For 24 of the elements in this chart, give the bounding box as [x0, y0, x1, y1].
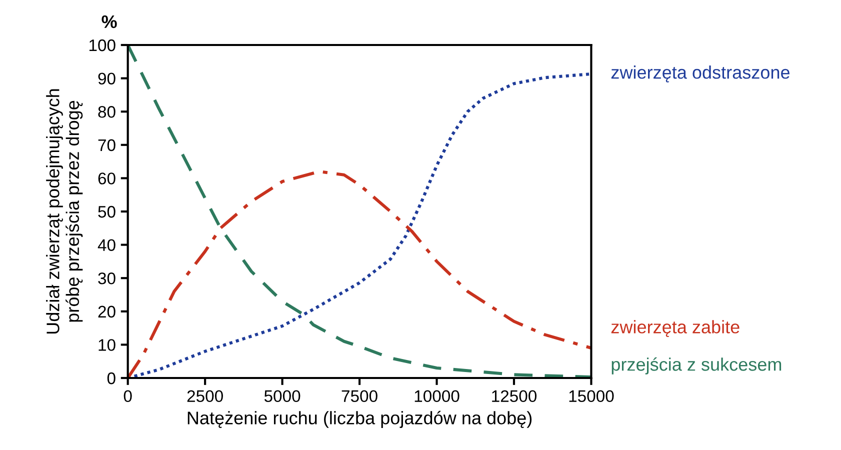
y-tick-label: 100 [89, 39, 116, 52]
series-label: przejścia z sukcesem [612, 357, 782, 374]
x-tick-label: 0 [124, 390, 132, 402]
x-tick-label: 12500 [492, 390, 537, 402]
text: % [102, 15, 117, 28]
y-tick-label: 80 [98, 106, 116, 118]
y-tick-label: 0 [107, 372, 116, 384]
y-tick-label: 40 [98, 239, 116, 252]
y-tick-label: 50 [98, 206, 116, 218]
y-tick-label: 20 [98, 306, 116, 318]
x-tick-label: 10000 [414, 390, 460, 402]
x-tick-label: 7500 [342, 390, 378, 402]
y-tick-label: 10 [98, 339, 116, 351]
y-tick-label: 60 [98, 172, 116, 184]
x-tick-label: 2500 [187, 390, 223, 402]
series-label: zwierzęta odstraszone [611, 66, 790, 82]
y-tick-label: 90 [98, 72, 116, 85]
y-tick-label: 70 [98, 139, 116, 152]
y-axis-title: Udział zwierząt podejmujących próbę przejścia przez drogę [46, 89, 83, 334]
y-tick-label: 30 [98, 272, 116, 284]
series-label: zwierzęta zabite [611, 320, 740, 338]
x-tick-label: 15000 [569, 390, 614, 402]
x-axis-title: Natężenie ruchu (liczba pojazdów na dobę) [188, 410, 532, 428]
x-tick-label: 5000 [264, 390, 300, 402]
